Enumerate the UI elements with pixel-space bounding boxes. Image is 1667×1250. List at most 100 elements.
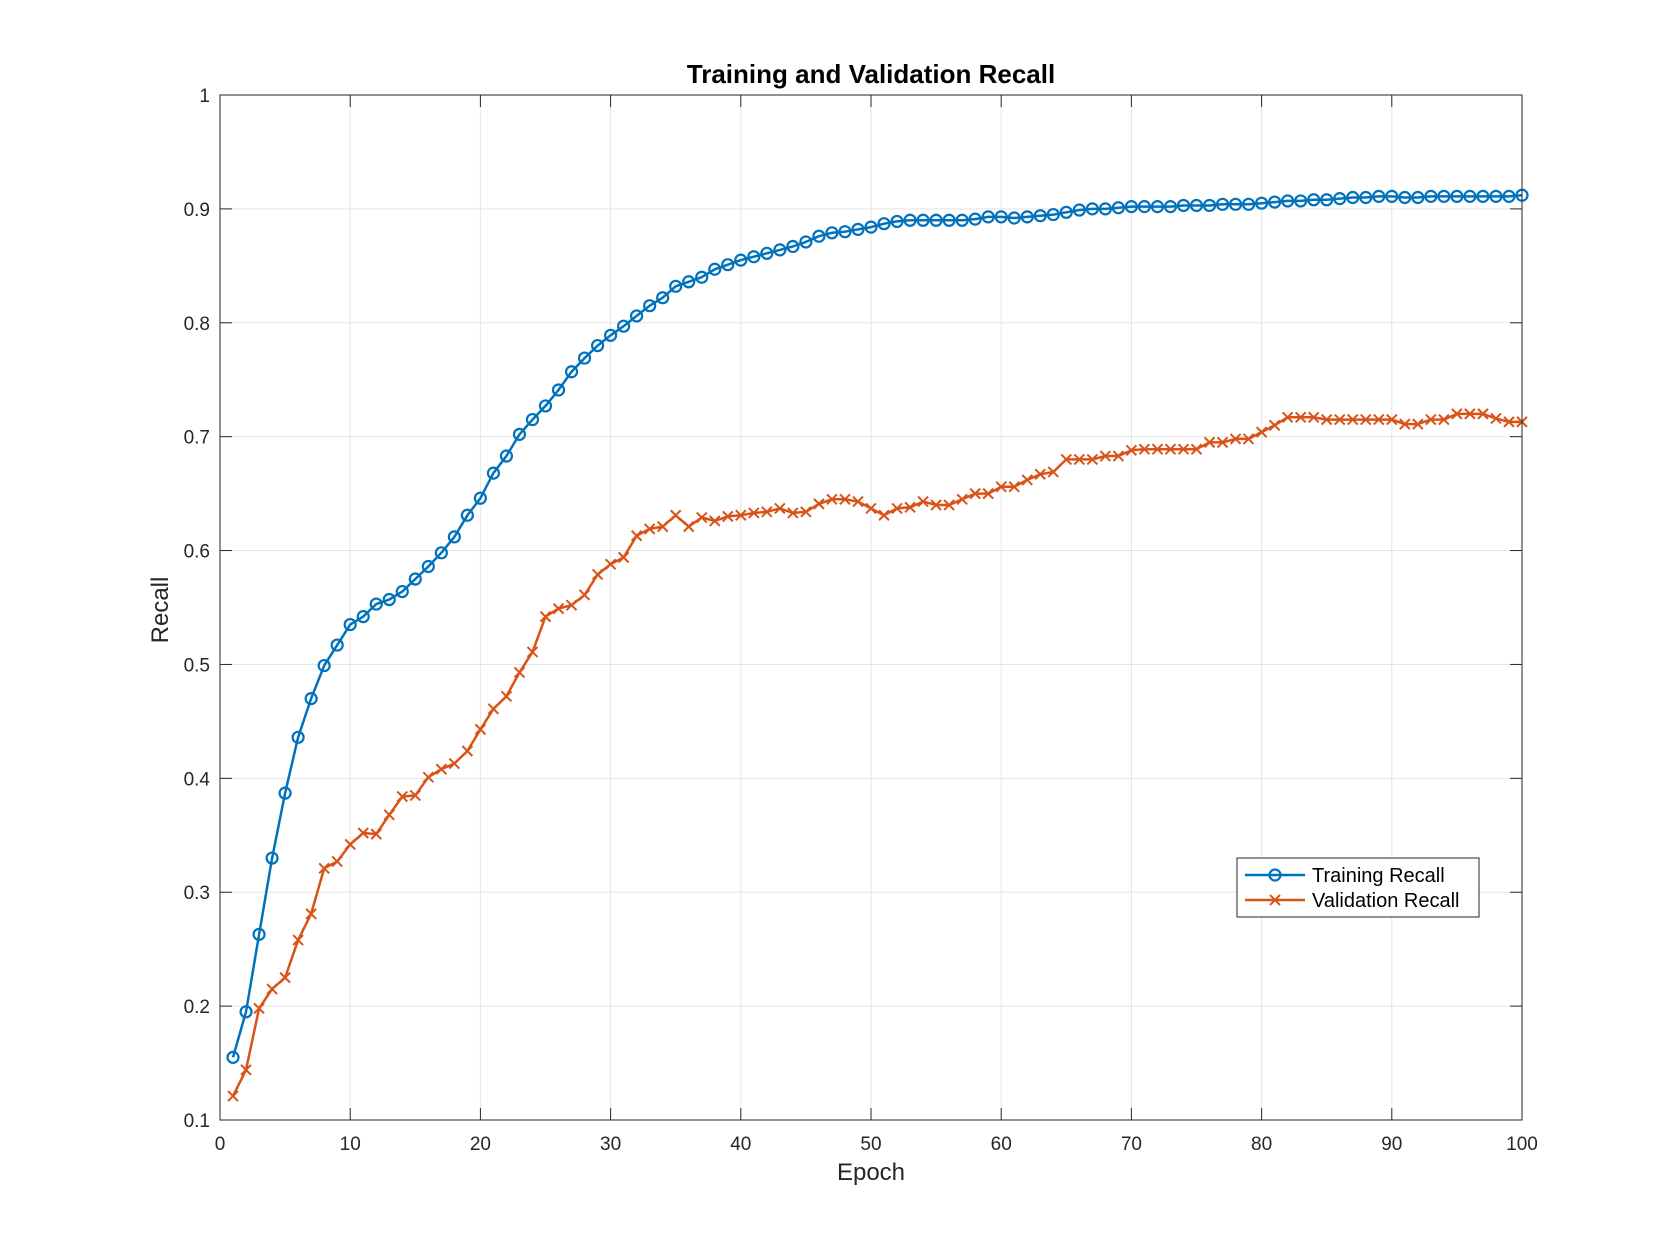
training-data-point	[617, 319, 631, 333]
training-data-point	[1202, 198, 1217, 213]
validation-data-point	[552, 602, 565, 615]
validation-data-point	[1490, 412, 1502, 425]
training-data-point	[669, 279, 683, 293]
validation-data-point	[1438, 413, 1450, 426]
validation-data-point	[1177, 443, 1190, 455]
validation-data-point	[656, 520, 669, 533]
training-data-point	[1333, 192, 1347, 206]
validation-data-point	[500, 690, 513, 703]
validation-data-point	[539, 610, 552, 623]
training-data-point	[1215, 197, 1230, 211]
validation-data-point	[1151, 443, 1164, 455]
validation-data-point	[735, 509, 747, 521]
training-data-point	[1098, 202, 1112, 216]
validation-data-point	[1242, 433, 1255, 445]
validation-data-point	[1451, 408, 1463, 420]
legend-label-validation: Validation Recall	[1312, 890, 1460, 912]
validation-data-point	[1334, 413, 1346, 426]
validation-data-point	[1477, 408, 1489, 420]
x-tick-label: 100	[1506, 1134, 1538, 1155]
training-data-point	[317, 658, 331, 673]
training-data-point	[994, 210, 1008, 224]
training-data-point	[1124, 200, 1139, 214]
training-data-point	[486, 466, 501, 480]
training-data-point	[408, 572, 422, 586]
training-data-point	[525, 412, 540, 427]
training-data-point	[1372, 189, 1386, 203]
validation-data-point	[1281, 411, 1294, 424]
validation-data-point	[1021, 474, 1033, 486]
validation-data-point	[383, 809, 395, 821]
training-data-point	[786, 239, 800, 254]
validation-data-point	[1347, 413, 1359, 426]
training-data-point	[1176, 198, 1191, 213]
legend-label-training: Training Recall	[1312, 865, 1445, 887]
training-data-point	[890, 214, 904, 229]
y-axis-ticks: 0.1 0.2 0.3 0.4 0.5 0.6 0.7 0.8 0.9 1	[184, 86, 1522, 1132]
validation-data-point	[292, 934, 304, 946]
chart-title: Training and Validation Recall	[687, 59, 1055, 89]
training-data-point	[369, 597, 383, 611]
training-data-point	[512, 427, 527, 441]
training-data-point	[877, 217, 891, 231]
training-data-point	[747, 250, 761, 264]
training-data-point	[1450, 189, 1464, 203]
training-data-point	[1033, 209, 1047, 223]
validation-data-point	[253, 1002, 265, 1015]
validation-data-point	[878, 509, 890, 521]
validation-data-point	[422, 771, 435, 783]
training-data-point	[1294, 194, 1308, 208]
training-data-point	[1437, 189, 1451, 203]
training-data-point	[1502, 189, 1516, 203]
training-data-point	[968, 212, 982, 226]
training-data-point	[538, 399, 553, 413]
legend-marker-training	[1268, 868, 1282, 882]
validation-data-point	[461, 745, 474, 757]
training-data-point	[1254, 196, 1269, 210]
validation-data-point	[748, 507, 760, 519]
training-data-point	[851, 222, 865, 236]
training-data-point	[447, 530, 461, 544]
validation-data-point	[956, 493, 968, 506]
validation-data-point	[1008, 481, 1020, 493]
training-data-point	[838, 225, 852, 239]
y-tick-label: 0.4	[184, 769, 211, 790]
validation-data-point	[578, 589, 591, 601]
legend: Training Recall Validation Recall	[1236, 857, 1480, 918]
training-data-point	[825, 226, 839, 240]
training-data-point	[773, 243, 787, 257]
training-data-point	[734, 253, 748, 267]
validation-data-point	[813, 498, 825, 510]
training-data-point	[278, 786, 292, 800]
validation-data-point	[774, 502, 786, 515]
training-data-point	[382, 592, 396, 607]
training-data-point	[1150, 200, 1165, 214]
training-data-point	[981, 210, 995, 224]
training-data-point	[1346, 190, 1360, 205]
training-data-point	[708, 262, 722, 276]
y-tick-label: 1	[199, 86, 210, 107]
validation-data-point	[513, 666, 526, 679]
training-data-point	[760, 246, 774, 260]
training-data-point	[1059, 205, 1073, 219]
validation-data-point	[279, 971, 291, 984]
training-data-point	[434, 546, 448, 560]
validation-data-point	[969, 487, 981, 500]
validation-data-point	[305, 908, 317, 920]
validation-data-point	[1073, 453, 1086, 466]
x-tick-label: 0	[215, 1134, 226, 1155]
validation-data-point	[930, 499, 942, 511]
training-data-point	[1007, 211, 1021, 225]
validation-data-point	[409, 789, 422, 802]
validation-data-point	[1203, 436, 1216, 449]
validation-data-point	[487, 703, 500, 715]
validation-data-point	[943, 499, 955, 511]
training-data-point	[265, 851, 279, 865]
validation-data-point	[839, 493, 851, 506]
validation-data-point	[1086, 453, 1099, 466]
training-data-point	[1385, 189, 1399, 203]
validation-data-point	[474, 723, 487, 736]
training-data-point	[812, 229, 826, 243]
validation-data-point	[1190, 443, 1203, 455]
